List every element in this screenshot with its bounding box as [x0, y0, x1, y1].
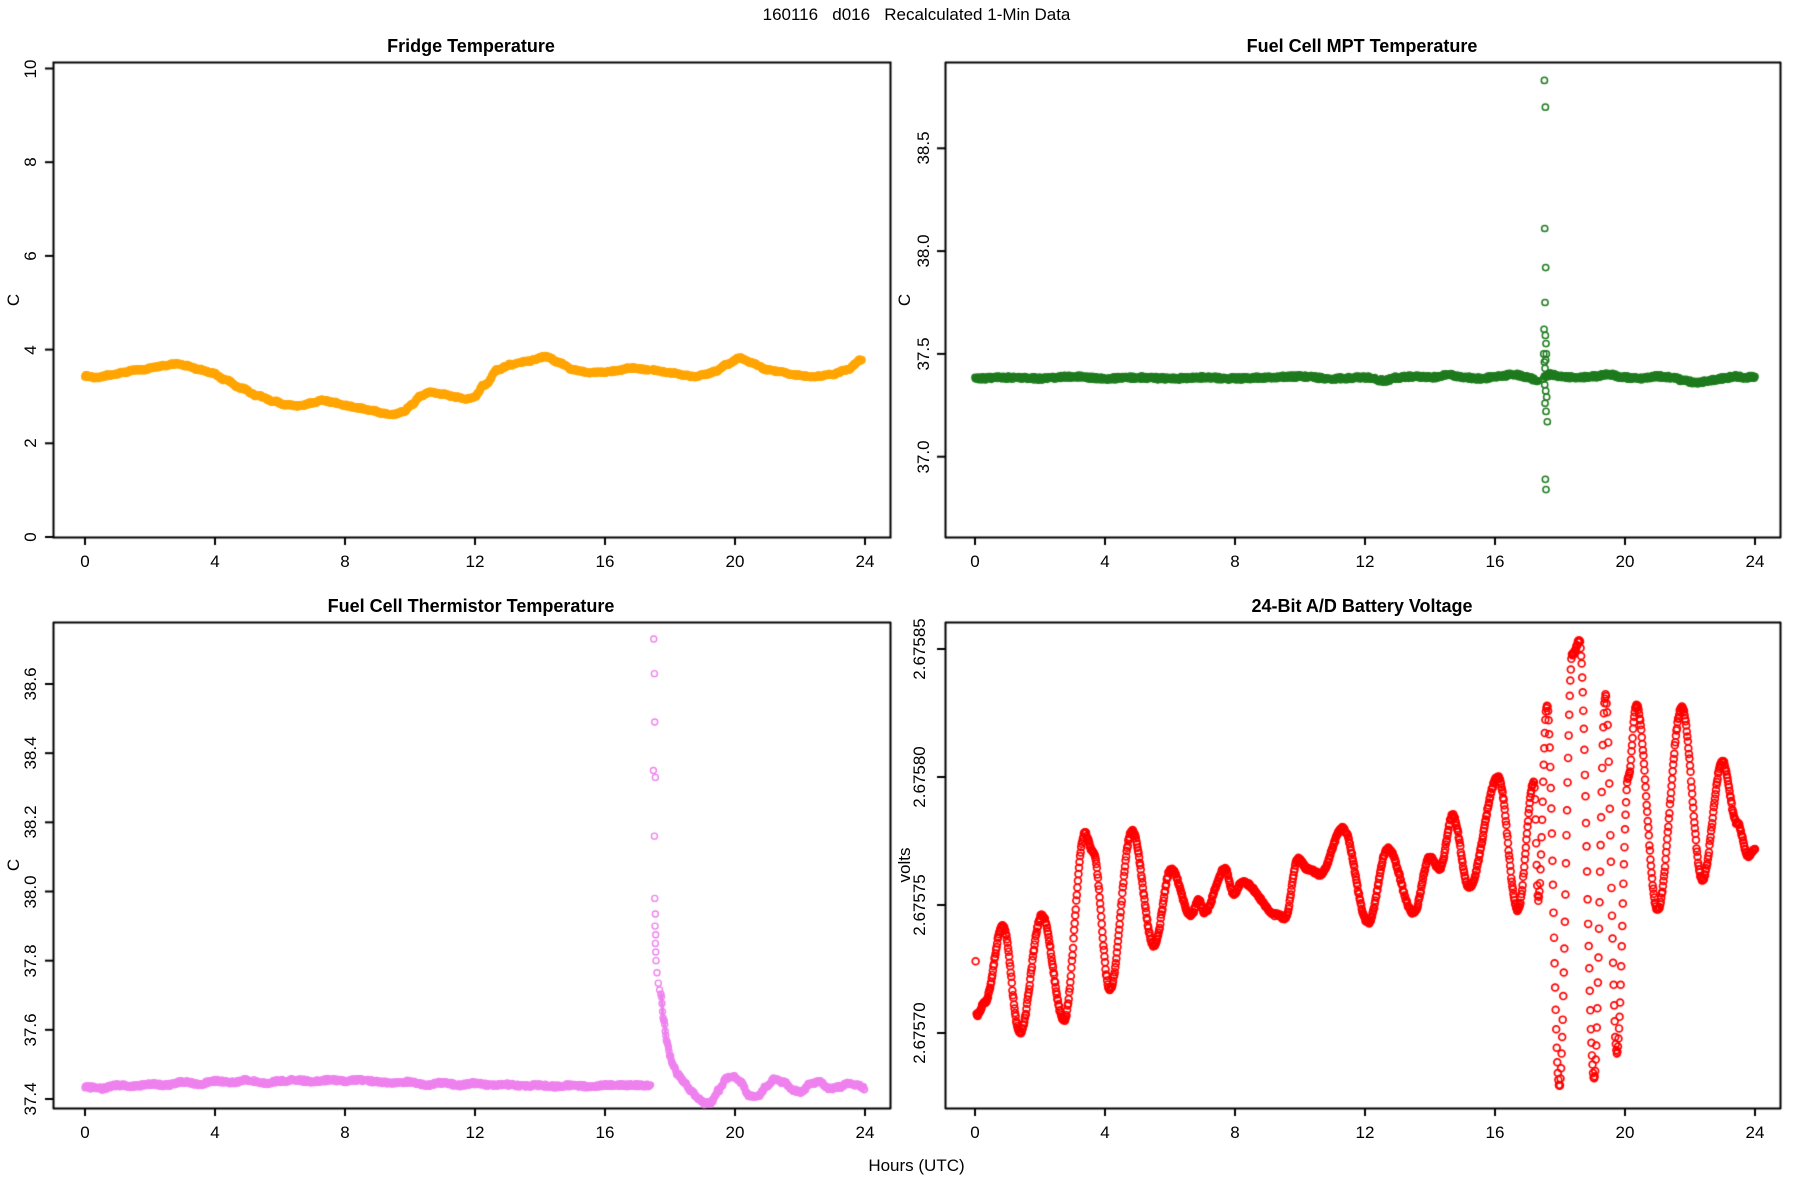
x-tick-label: 12 [1355, 552, 1375, 571]
x-tick-label: 20 [1615, 1123, 1635, 1142]
x-tick-label: 20 [1615, 552, 1635, 571]
x-tick-label: 12 [465, 1123, 485, 1142]
x-tick-label: 16 [595, 552, 615, 571]
y-tick-label: 2.67570 [910, 1002, 929, 1064]
y-tick-label: 38.0 [914, 234, 933, 268]
y-tick-label: 2.67585 [910, 618, 929, 680]
x-tick-label: 24 [1745, 1123, 1765, 1142]
y-tick-label: 37.8 [21, 944, 40, 978]
y-tick-label: 37.4 [21, 1082, 40, 1116]
x-tick-label: 24 [855, 552, 875, 571]
main-title: 160116 d016 Recalculated 1-Min Data [762, 5, 1071, 24]
y-tick-label: 38.4 [21, 736, 40, 770]
y-tick-label: 2 [21, 438, 40, 449]
x-tick-label: 12 [1355, 1123, 1375, 1142]
panel-title-fuel-cell-mpt: Fuel Cell MPT Temperature [1246, 36, 1478, 56]
x-tick-label: 0 [80, 1123, 90, 1142]
y-tick-label: 38.0 [21, 874, 40, 909]
y-tick-label: 37.0 [914, 440, 933, 474]
y-tick-label: 38.5 [914, 131, 933, 165]
x-tick-label: 4 [1100, 552, 1110, 571]
y-axis-label-mpt: C [895, 293, 914, 307]
x-tick-label: 24 [855, 1123, 875, 1142]
x-tick-label: 16 [595, 1123, 615, 1142]
y-tick-label: 38.2 [21, 805, 40, 839]
panel-title-fuel-cell-thermistor: Fuel Cell Thermistor Temperature [327, 596, 615, 616]
y-tick-label: 4 [21, 344, 40, 355]
x-axis-label-hours-utc: Hours (UTC) [868, 1156, 965, 1175]
y-tick-label: 37.6 [21, 1013, 40, 1047]
y-tick-label: 0 [21, 532, 40, 542]
y-tick-label: 2.67580 [910, 746, 929, 808]
x-tick-label: 8 [1230, 1123, 1240, 1142]
y-axis-label-thermistor: C [4, 858, 23, 872]
y-axis-label-fridge: C [4, 293, 23, 307]
x-tick-label: 4 [1100, 1123, 1110, 1142]
x-tick-label: 8 [340, 552, 350, 571]
y-tick-label: 6 [21, 251, 40, 261]
x-tick-label: 0 [970, 1123, 980, 1142]
x-tick-label: 20 [725, 1123, 745, 1142]
y-tick-label: 2.67575 [910, 874, 929, 936]
x-tick-label: 24 [1745, 552, 1765, 571]
panel-title-battery-voltage: 24-Bit A/D Battery Voltage [1251, 596, 1473, 616]
x-tick-label: 16 [1485, 552, 1505, 571]
x-tick-label: 12 [465, 552, 485, 571]
x-tick-label: 4 [210, 1123, 220, 1142]
x-tick-label: 0 [80, 552, 90, 571]
y-tick-label: 8 [21, 157, 40, 167]
x-tick-label: 20 [725, 552, 745, 571]
panel-title-fridge-temperature: Fridge Temperature [387, 36, 555, 56]
x-tick-label: 8 [1230, 552, 1240, 571]
y-tick-label: 38.6 [21, 667, 40, 701]
y-tick-label: 10 [21, 59, 40, 78]
x-tick-label: 16 [1485, 1123, 1505, 1142]
y-tick-label: 37.5 [914, 337, 933, 371]
x-tick-label: 4 [210, 552, 220, 571]
x-tick-label: 8 [340, 1123, 350, 1142]
x-tick-label: 0 [970, 552, 980, 571]
